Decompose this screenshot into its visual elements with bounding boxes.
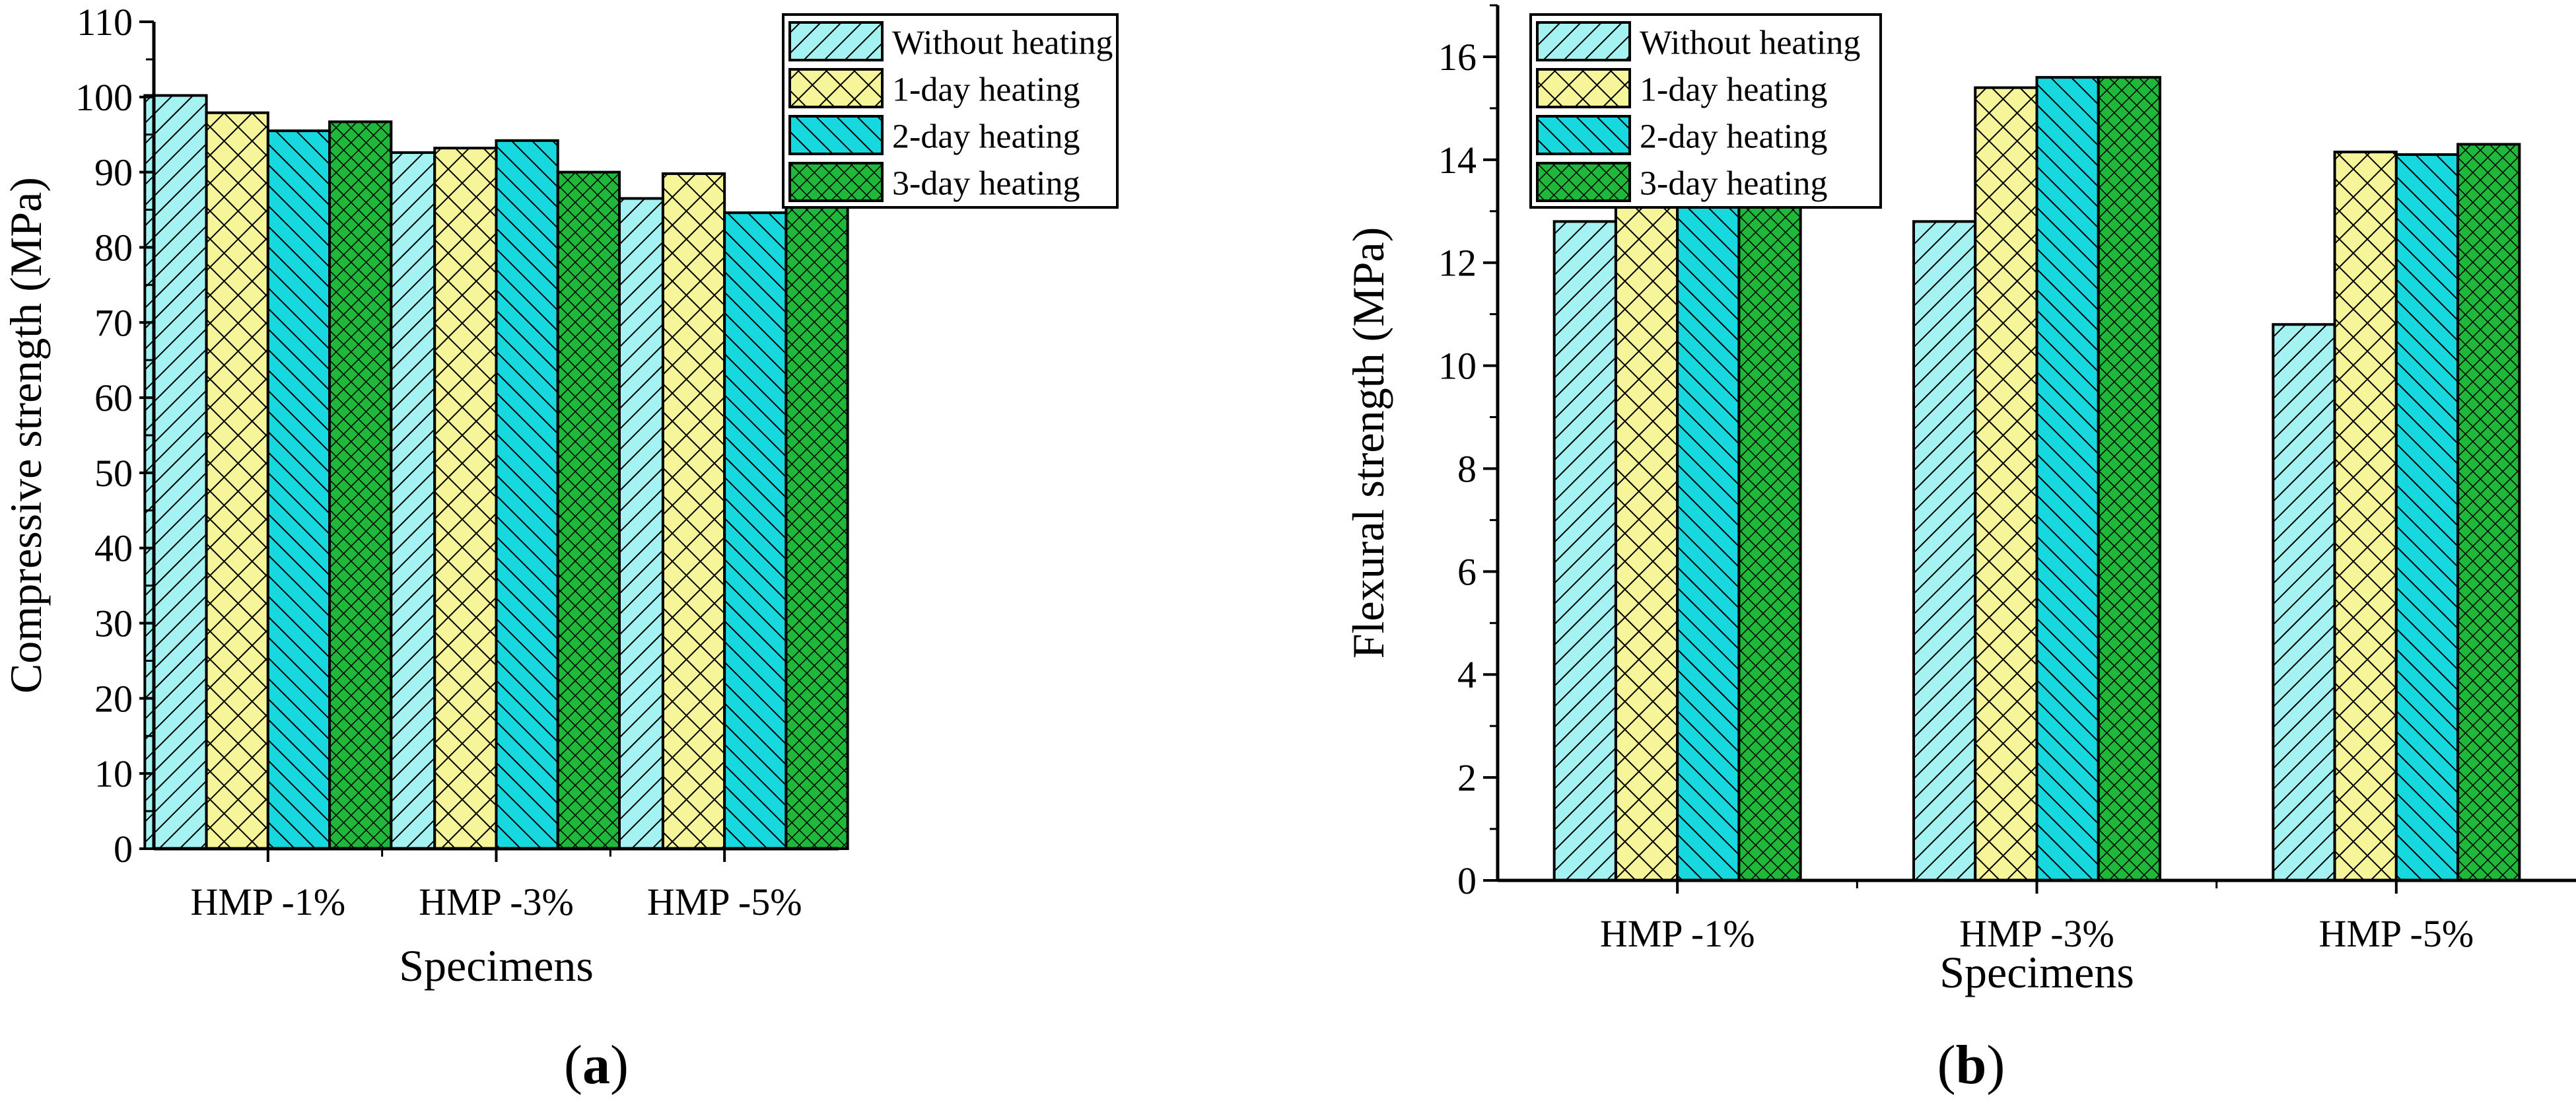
y-tick-label: 70 [94, 301, 133, 344]
y-tick-label: 14 [1438, 139, 1477, 182]
y-axis-title: Compressive strength (MPa) [1, 177, 51, 694]
y-tick-label: 8 [1457, 447, 1477, 490]
bar-2-day-heating-hmp-1 [266, 129, 331, 850]
legend-label-2-day-heating: 2-day heating [1640, 118, 1827, 156]
legend-label-without-heating: Without heating [892, 24, 1113, 62]
x-axis-title: Specimens [1939, 947, 2134, 997]
bar-3-day-heating-hmp-3 [2097, 76, 2161, 882]
bar-without-heating-hmp-5 [2272, 323, 2336, 882]
panel-label-a: (a) [564, 1034, 629, 1096]
bar-3-day-heating-hmp-5 [2456, 143, 2521, 882]
y-tick-label: 0 [114, 828, 133, 871]
x-tick-label: HMP -3% [1959, 912, 2114, 955]
bar-1-day-heating-hmp-1 [1614, 202, 1679, 882]
y-tick-label: 12 [1438, 242, 1477, 285]
y-tick-label: 4 [1457, 653, 1477, 696]
bar-2-day-heating-hmp-3 [495, 139, 559, 850]
y-tick-label: 10 [94, 752, 133, 795]
legend-label-1-day-heating: 1-day heating [1640, 71, 1827, 109]
bar-3-day-heating-hmp-5 [784, 195, 849, 851]
bar-3-day-heating-hmp-1 [328, 120, 393, 851]
x-tick-label: HMP -3% [419, 880, 574, 923]
bar-3-day-heating-hmp-3 [556, 170, 621, 850]
y-tick-label: 90 [94, 151, 133, 194]
bar-3-day-heating-hmp-1 [1737, 192, 1802, 882]
x-tick-label: HMP -5% [647, 880, 802, 923]
y-axis-title: Flexural strength (MPa) [1343, 227, 1393, 658]
chart-compressive-strength: 0 10 20 30 40 50 60 70 80 90 100 110 HMP -1% HMP -3% H… [1, 1, 1119, 991]
y-tick-label: 0 [1457, 859, 1477, 902]
bar-1-day-heating-hmp-3 [433, 147, 498, 850]
x-tick-label: HMP -5% [2318, 912, 2474, 955]
chart-flexural-strength: 0 2 4 6 8 10 12 14 16 HMP -1% HMP -3% HMP -5% Specim… [1343, 4, 2576, 997]
bar-without-heating-hmp-3 [1912, 220, 1977, 882]
y-tick-label: 2 [1457, 756, 1477, 799]
x-tick-label: HMP -1% [190, 880, 345, 923]
legend-swatch-without-heating [1536, 21, 1631, 61]
y-tick-label: 20 [94, 677, 133, 720]
y-tick-label: 40 [94, 527, 133, 570]
bar-2-day-heating-hmp-5 [723, 211, 788, 850]
bar-1-day-heating-hmp-5 [2333, 151, 2398, 882]
y-tick-label: 100 [75, 76, 133, 119]
bar-1-day-heating-hmp-5 [661, 172, 726, 850]
y-tick-label: 30 [94, 602, 133, 645]
y-tick-label: 6 [1457, 550, 1477, 593]
y-tick-label: 16 [1438, 36, 1477, 79]
legend-swatch-3-day-heating [1536, 162, 1631, 202]
bar-2-day-heating-hmp-1 [1676, 179, 1741, 882]
bar-1-day-heating-hmp-1 [205, 111, 269, 851]
legend: Without heating 1-day heating 2-day heatin… [1529, 13, 1882, 209]
legend-swatch-without-heating [788, 21, 884, 61]
legend-label-3-day-heating: 3-day heating [892, 165, 1080, 203]
legend-swatch-3-day-heating [788, 162, 884, 202]
bar-without-heating-hmp-1 [1552, 220, 1617, 882]
legend: Without heating 1-day heating 2-day heatin… [782, 13, 1119, 209]
bar-2-day-heating-hmp-3 [2035, 76, 2100, 882]
panel-label-b: (b) [1937, 1034, 2005, 1096]
legend-swatch-1-day-heating [1536, 68, 1631, 108]
y-tick-label: 10 [1438, 345, 1477, 388]
y-tick-label: 110 [77, 1, 133, 44]
x-axis-title: Specimens [399, 941, 594, 991]
y-tick-label: 50 [94, 452, 133, 495]
x-tick-label: HMP -1% [1600, 912, 1755, 955]
legend-label-1-day-heating: 1-day heating [892, 71, 1080, 109]
bar-2-day-heating-hmp-5 [2394, 153, 2460, 882]
legend-swatch-2-day-heating [788, 115, 884, 155]
bar-1-day-heating-hmp-3 [1974, 86, 2038, 882]
legend-label-2-day-heating: 2-day heating [892, 118, 1080, 156]
legend-label-3-day-heating: 3-day heating [1640, 165, 1827, 203]
legend-label-without-heating: Without heating [1640, 24, 1860, 62]
legend-swatch-2-day-heating [1536, 115, 1631, 155]
y-tick-label: 80 [94, 226, 133, 269]
legend-swatch-1-day-heating [788, 68, 884, 108]
y-tick-label: 60 [94, 376, 133, 419]
